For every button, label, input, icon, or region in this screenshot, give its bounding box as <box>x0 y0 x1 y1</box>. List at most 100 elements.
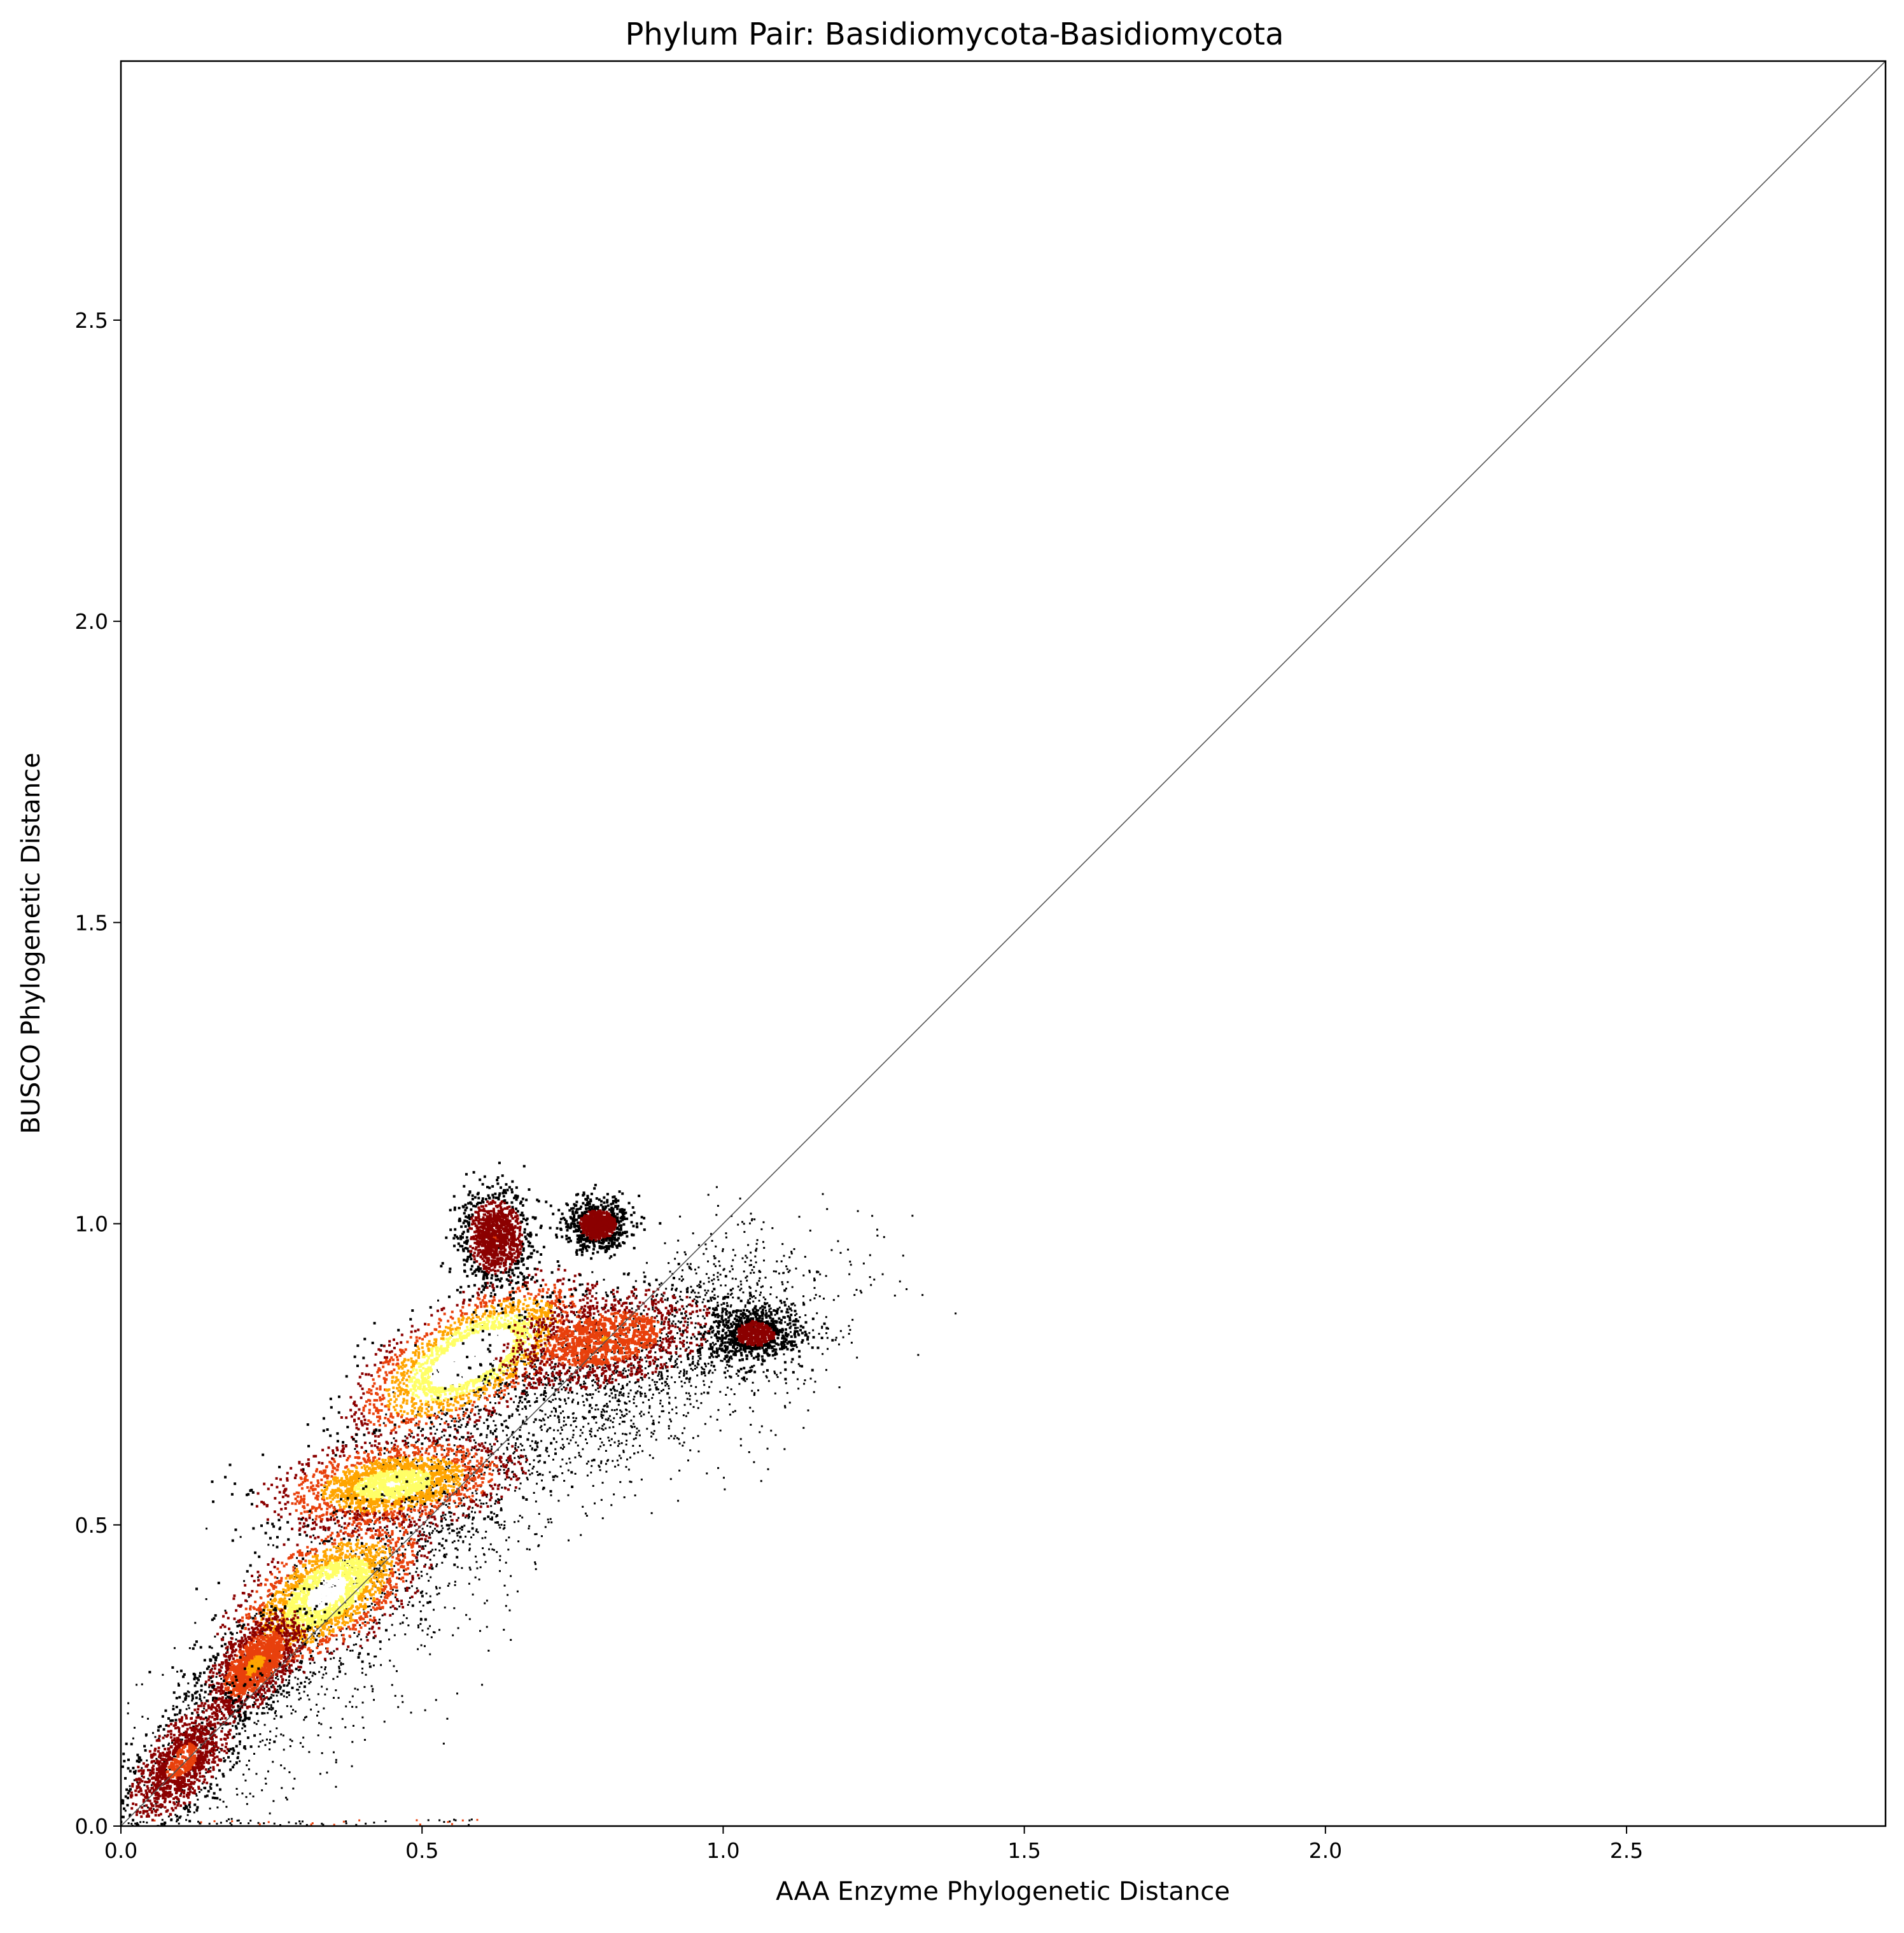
density-point <box>683 1368 685 1371</box>
density-point <box>729 1270 731 1273</box>
density-point <box>474 1406 477 1409</box>
density-point <box>564 1344 567 1346</box>
density-point <box>435 1453 438 1456</box>
density-point <box>683 1403 686 1406</box>
density-point <box>519 1426 522 1428</box>
density-point <box>732 1259 734 1262</box>
density-point <box>625 1433 627 1436</box>
density-point <box>554 1302 557 1305</box>
density-point <box>573 1420 575 1423</box>
density-point <box>554 1379 556 1382</box>
density-point <box>558 1375 561 1378</box>
density-point <box>350 1550 353 1553</box>
density-point <box>493 1372 496 1375</box>
density-point <box>600 1413 603 1416</box>
density-point <box>606 1419 609 1421</box>
density-point <box>648 1405 651 1407</box>
density-point <box>540 1381 543 1384</box>
density-point <box>515 1330 519 1333</box>
density-point <box>498 1389 500 1391</box>
density-point <box>657 1421 660 1424</box>
density-point <box>445 1341 449 1344</box>
density-point <box>729 1305 732 1308</box>
density-point <box>215 1676 218 1678</box>
density-point <box>585 1398 588 1400</box>
density-point <box>520 1456 522 1459</box>
density-point <box>398 1425 401 1428</box>
density-point <box>528 1377 531 1379</box>
density-point <box>448 1465 451 1467</box>
density-point <box>748 1264 751 1267</box>
density-point <box>747 1299 750 1302</box>
density-point <box>485 1409 488 1412</box>
density-point <box>762 1371 765 1374</box>
density-point <box>385 1413 388 1416</box>
density-point <box>395 1376 398 1379</box>
density-point <box>459 1527 461 1529</box>
density-point <box>454 1584 456 1586</box>
density-point <box>433 1398 437 1401</box>
density-point <box>592 1485 594 1487</box>
density-point <box>617 1383 620 1386</box>
density-point <box>813 1391 815 1393</box>
density-point <box>556 1307 558 1309</box>
density-point <box>462 1394 465 1397</box>
density-point <box>456 1388 459 1391</box>
density-point <box>514 1372 517 1375</box>
density-point <box>564 1389 567 1391</box>
density-point <box>553 1333 556 1336</box>
density-point <box>435 1328 438 1332</box>
density-point <box>601 1417 603 1419</box>
density-point <box>482 1382 485 1385</box>
density-point <box>439 1423 442 1426</box>
density-point <box>420 1403 423 1406</box>
density-point <box>398 1577 400 1580</box>
density-point <box>598 1427 601 1430</box>
density-point <box>499 1526 501 1529</box>
density-point <box>596 1281 598 1283</box>
density-point <box>755 1290 757 1292</box>
density-point <box>141 1775 143 1778</box>
density-point <box>133 1779 136 1782</box>
density-point <box>768 1310 771 1312</box>
density-point <box>472 1316 475 1319</box>
density-point <box>455 1420 458 1423</box>
density-point <box>675 1323 677 1325</box>
density-point <box>446 1344 450 1347</box>
density-point <box>512 1337 515 1341</box>
density-point <box>395 1526 398 1529</box>
density-point <box>468 1416 470 1418</box>
density-point <box>756 1282 759 1284</box>
density-point <box>572 1417 575 1419</box>
density-point <box>617 1351 619 1353</box>
density-point <box>277 1678 279 1680</box>
density-point <box>543 1375 546 1378</box>
density-point <box>521 1408 524 1410</box>
density-point <box>809 1299 811 1302</box>
density-point <box>697 1360 699 1362</box>
density-point <box>456 1692 458 1695</box>
density-point <box>317 1710 319 1713</box>
density-point <box>699 1354 702 1356</box>
density-point <box>666 1382 668 1385</box>
density-point <box>812 1329 815 1332</box>
density-point <box>515 1321 518 1324</box>
density-point <box>312 1519 314 1521</box>
density-point <box>425 1407 428 1410</box>
density-point <box>449 1332 452 1335</box>
density-point <box>177 1682 179 1685</box>
density-point <box>384 1424 387 1427</box>
density-point <box>520 1449 522 1452</box>
density-point <box>337 1411 340 1414</box>
density-point <box>515 1347 519 1351</box>
density-point <box>668 1262 670 1264</box>
density-point <box>605 1463 607 1465</box>
density-point <box>500 1414 502 1416</box>
density-point <box>714 1316 717 1318</box>
density-point <box>521 1516 524 1519</box>
density-point <box>774 1270 777 1273</box>
density-point <box>308 1678 311 1680</box>
density-point <box>375 1567 378 1570</box>
density-point <box>433 1412 436 1415</box>
density-point <box>755 1311 757 1313</box>
